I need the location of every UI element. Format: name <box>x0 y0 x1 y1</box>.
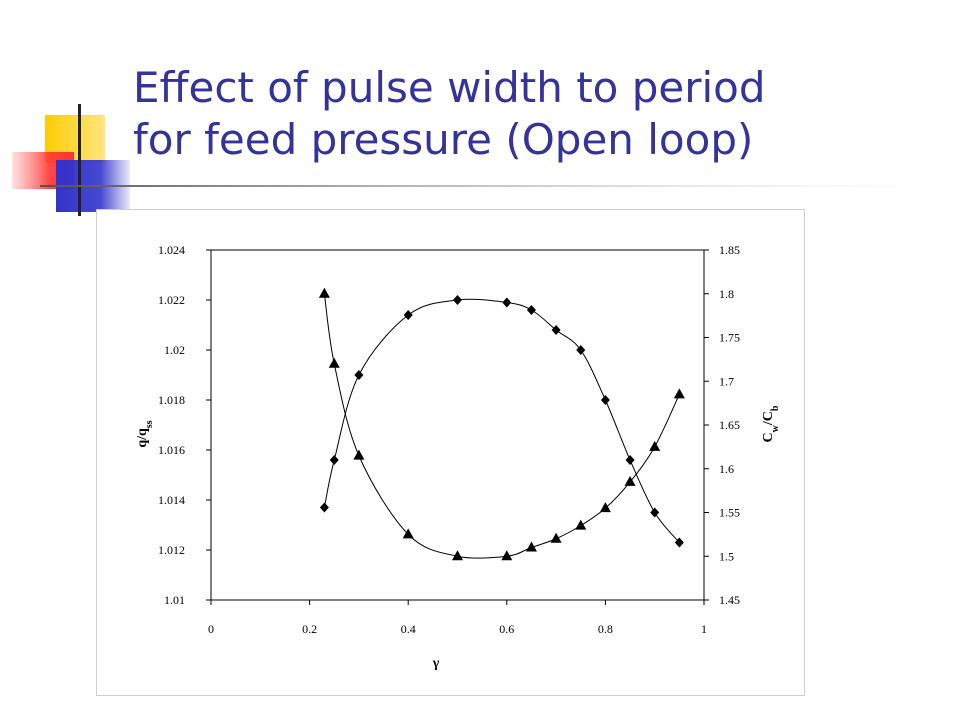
deco-vertical-line <box>78 104 81 216</box>
data-point-triangle <box>525 541 537 552</box>
lines-layer <box>323 293 680 559</box>
data-point-triangle <box>328 357 340 368</box>
x-tick-label: 0.2 <box>302 622 317 636</box>
y2-tick-label: 1.5 <box>719 549 734 563</box>
data-point-triangle <box>452 550 463 561</box>
y-axis-title-sub: ss <box>144 420 155 428</box>
deco-horizontal-line <box>40 185 930 187</box>
y2-tick-label: 1.55 <box>719 506 740 520</box>
y2-axis-title-mid: /C <box>761 411 776 426</box>
y2-axis-title-sub-b: b <box>770 405 781 411</box>
ticks-layer: 0 0.2 0.4 0.6 0.8 1 1.01 1.012 1.014 1.016 1.018 1.… <box>158 243 740 636</box>
y2-axis-title-c: C <box>761 432 776 442</box>
x-tick-label: 1 <box>701 622 707 636</box>
y-tick-label: 1.016 <box>158 443 185 457</box>
data-point-diamond <box>319 502 329 513</box>
data-point-diamond <box>354 370 364 380</box>
data-point-triangle <box>501 550 513 561</box>
y-tick-label: 1.02 <box>164 343 185 357</box>
slide-title-line-1: Effect of pulse width to period <box>133 63 766 112</box>
data-point-triangle <box>575 519 587 530</box>
y-tick-label: 1.022 <box>158 293 185 307</box>
series-line-triangle <box>323 293 680 559</box>
y-tick-label: 1.024 <box>158 243 185 257</box>
y2-tick-label: 1.6 <box>719 462 734 476</box>
chart-frame: 0 0.2 0.4 0.6 0.8 1 1.01 1.012 1.014 1.016 1.018 1.… <box>96 209 805 696</box>
slide-title: Effect of pulse width to period for feed… <box>133 62 933 166</box>
plot-area-border <box>210 249 705 601</box>
data-point-diamond <box>551 325 561 335</box>
data-point-diamond <box>600 395 610 405</box>
data-point-diamond <box>453 295 462 305</box>
data-point-diamond <box>576 345 586 355</box>
data-point-triangle <box>318 287 330 298</box>
slide-title-line-2: for feed pressure (Open loop) <box>133 115 754 164</box>
data-point-triangle <box>599 502 611 513</box>
x-tick-label: 0.8 <box>598 622 613 636</box>
data-point-triangle <box>624 475 636 486</box>
x-tick-label: 0.4 <box>401 622 416 636</box>
y2-tick-label: 1.75 <box>719 331 740 345</box>
data-point-triangle <box>550 532 562 543</box>
y2-axis-title-sub-w: w <box>770 424 781 432</box>
x-tick-label: 0 <box>208 622 214 636</box>
data-point-diamond <box>674 537 684 548</box>
data-point-diamond <box>625 455 635 465</box>
markers-layer <box>318 287 685 561</box>
y2-tick-label: 1.45 <box>719 593 740 607</box>
data-point-triangle <box>402 528 414 539</box>
data-point-triangle <box>649 440 661 451</box>
x-axis-title: γ <box>432 656 440 671</box>
y2-axis-title: Cw/Cb <box>761 405 781 442</box>
y-tick-label: 1.01 <box>164 593 185 607</box>
y-axis-title-main: q/q <box>135 428 150 448</box>
y2-tick-label: 1.65 <box>719 418 740 432</box>
y-tick-label: 1.012 <box>158 543 185 557</box>
series-line-diamond <box>323 298 680 543</box>
data-point-diamond <box>650 507 660 518</box>
chart-plot: 0 0.2 0.4 0.6 0.8 1 1.01 1.012 1.014 1.016 1.018 1.… <box>135 243 781 671</box>
data-point-diamond <box>329 455 339 465</box>
data-point-diamond <box>502 297 512 308</box>
y-axis-title: q/qss <box>135 420 155 447</box>
y2-tick-label: 1.8 <box>719 287 734 301</box>
data-point-triangle <box>673 388 685 399</box>
x-tick-label: 0.6 <box>499 622 514 636</box>
y2-tick-label: 1.7 <box>719 374 734 388</box>
y-tick-label: 1.018 <box>158 393 185 407</box>
slide-decoration <box>12 104 930 216</box>
y-tick-label: 1.014 <box>158 493 185 507</box>
data-point-diamond <box>526 305 536 315</box>
data-point-triangle <box>353 449 365 460</box>
data-point-diamond <box>403 310 413 320</box>
y2-tick-label: 1.85 <box>719 243 740 257</box>
